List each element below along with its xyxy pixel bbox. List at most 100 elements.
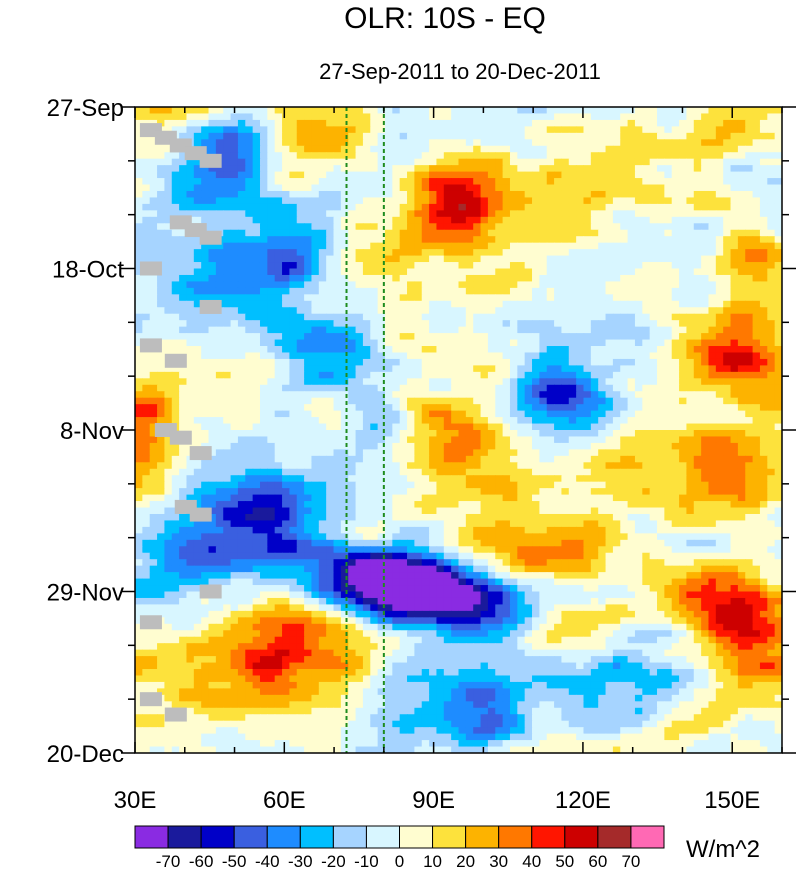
olr-cell	[311, 384, 320, 392]
olr-cell	[745, 333, 754, 341]
olr-cell	[657, 107, 665, 115]
olr-cell	[318, 468, 327, 476]
olr-cell	[429, 430, 438, 438]
olr-cell	[715, 307, 724, 315]
olr-cell	[179, 307, 188, 315]
olr-cell	[671, 158, 680, 166]
olr-cell	[546, 436, 555, 444]
olr-cell	[414, 126, 423, 134]
olr-cell	[362, 417, 371, 425]
olr-cell	[671, 255, 680, 263]
olr-cell	[487, 210, 496, 218]
olr-cell	[752, 210, 761, 218]
olr-cell	[759, 107, 768, 115]
olr-cell	[230, 203, 239, 211]
olr-cell	[215, 352, 224, 360]
olr-cell	[693, 268, 702, 276]
olr-cell	[649, 281, 658, 289]
olr-cell	[215, 255, 224, 263]
olr-cell	[679, 384, 688, 392]
olr-cell	[384, 333, 393, 341]
olr-cell	[318, 262, 327, 270]
olr-cell	[355, 449, 364, 457]
olr-cell	[686, 255, 695, 263]
olr-cell	[348, 300, 357, 308]
olr-cell	[517, 281, 526, 289]
olr-cell	[620, 274, 629, 283]
olr-cell	[554, 397, 563, 405]
olr-cell	[458, 371, 467, 379]
olr-cell	[715, 255, 724, 263]
olr-cell	[230, 255, 239, 263]
olr-cell	[355, 178, 364, 186]
olr-cell	[436, 249, 445, 257]
olr-cell	[149, 113, 158, 121]
olr-cell	[282, 417, 290, 425]
olr-cell	[524, 113, 533, 121]
olr-cell	[252, 281, 261, 289]
olr-cell	[708, 203, 717, 211]
olr-cell	[605, 145, 614, 153]
olr-cell	[509, 294, 518, 302]
olr-cell	[399, 430, 408, 438]
olr-cell	[532, 339, 540, 347]
olr-cell	[135, 145, 143, 153]
olr-cell	[201, 417, 210, 425]
olr-cell	[759, 262, 768, 270]
olr-cell	[164, 442, 173, 450]
olr-cell	[399, 346, 408, 354]
olr-cell	[745, 391, 754, 399]
olr-cell	[774, 423, 782, 431]
olr-cell	[693, 410, 702, 418]
olr-cell	[576, 352, 585, 360]
olr-cell	[377, 423, 386, 431]
olr-cell	[340, 404, 349, 412]
olr-cell	[384, 249, 393, 257]
olr-cell	[465, 449, 474, 457]
olr-cell	[730, 216, 739, 224]
olr-cell	[215, 417, 224, 425]
olr-cell	[289, 229, 298, 237]
olr-cell	[583, 365, 592, 373]
olr-cell	[318, 152, 327, 160]
olr-cell	[598, 462, 607, 470]
olr-cell	[208, 397, 217, 405]
olr-cell	[304, 158, 313, 166]
olr-cell	[135, 171, 143, 179]
olr-cell	[377, 242, 386, 250]
olr-cell	[745, 462, 754, 470]
olr-cell	[465, 184, 474, 192]
olr-cell	[179, 378, 188, 386]
olr-cell	[267, 178, 276, 186]
olr-cell	[252, 236, 261, 244]
olr-cell	[532, 320, 540, 328]
olr-cell	[436, 139, 445, 147]
olr-cell	[554, 326, 563, 334]
olr-cell	[745, 320, 754, 328]
olr-cell	[517, 274, 526, 283]
olr-cell	[774, 449, 782, 457]
olr-cell	[296, 339, 305, 347]
olr-cell	[759, 442, 768, 450]
olr-cell	[311, 397, 320, 405]
olr-cell	[245, 139, 254, 147]
olr-cell	[377, 307, 386, 315]
olr-cell	[671, 229, 680, 237]
olr-cell	[326, 313, 335, 321]
olr-cell	[289, 417, 298, 425]
olr-cell	[561, 242, 570, 250]
olr-cell	[392, 249, 401, 257]
olr-cell	[649, 423, 658, 431]
olr-cell	[487, 165, 496, 173]
olr-cell	[686, 107, 695, 115]
olr-cell	[620, 139, 629, 147]
olr-cell	[561, 210, 570, 218]
olr-cell	[649, 346, 658, 354]
olr-cell	[318, 203, 327, 211]
olr-cell	[171, 468, 180, 476]
olr-cell	[686, 320, 695, 328]
olr-cell	[642, 294, 651, 302]
olr-cell	[230, 119, 239, 127]
olr-cell	[539, 397, 548, 405]
olr-cell	[723, 139, 732, 147]
